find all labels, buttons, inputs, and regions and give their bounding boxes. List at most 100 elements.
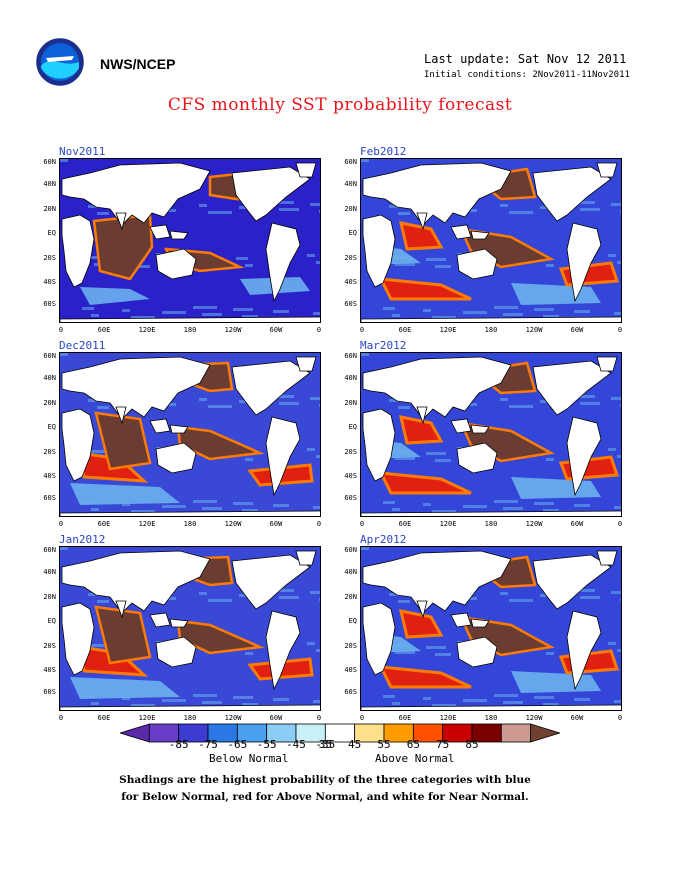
forecast-panel: Jan2012 60N 40N 20N EQ 20S 40S 60S 0 60E 120E 180 12… [43, 533, 321, 722]
lat-tick-label: 20S [43, 642, 56, 650]
lon-tick-label: 60E [398, 520, 412, 528]
lon-tick-label: 60W [570, 326, 584, 334]
lon-tick-label: 120E [138, 520, 156, 528]
last-update: Last update: Sat Nov 12 2011 [424, 52, 627, 66]
lon-tick-label: 60W [269, 714, 283, 722]
legend-tick-label: 35 [318, 738, 332, 751]
lat-tick-label: 60N [43, 352, 56, 360]
lon-tick-label: 0 [359, 714, 365, 722]
lon-tick-label: 120E [439, 714, 457, 722]
lat-tick-label: 20N [344, 205, 357, 213]
lon-tick-label: 120W [525, 714, 543, 722]
color-legend-labels: -85 -75 -65 -55 -45 -35 35 45 55 65 75 85 [0, 738, 680, 752]
panel-title: Mar2012 [360, 339, 407, 352]
lat-tick-label: 40S [43, 278, 56, 286]
lon-tick-label: 0 [359, 326, 365, 334]
forecast-panel: Dec2011 60N 40N 20N EQ 20S 40S 60S 0 60E 120E 180 12… [43, 339, 321, 528]
panel-title: Apr2012 [360, 533, 407, 546]
legend-tick-label: 45 [348, 738, 362, 751]
lat-tick-label: 60S [344, 688, 357, 696]
initial-conditions: Initial conditions: 2Nov2011-11Nov2011 [424, 70, 630, 80]
panel-title: Feb2012 [360, 145, 407, 158]
sst-map [361, 353, 621, 516]
legend-tick-label: -75 [198, 738, 218, 751]
forecast-panel: Feb2012 60N 40N 20N EQ 20S 40S 60S 0 60E 120E 180 12… [344, 145, 622, 334]
lon-tick-label: 120E [138, 326, 156, 334]
lon-tick-label: 60W [269, 326, 283, 334]
lat-tick-label: 60S [344, 494, 357, 502]
lat-tick-label: 20S [43, 448, 56, 456]
color-legend-bar [120, 723, 560, 743]
legend-tick-label: -55 [256, 738, 277, 751]
lat-tick-label: 40N [344, 568, 357, 576]
lon-tick-label: 180 [484, 520, 498, 528]
sst-map [361, 547, 621, 710]
lat-tick-label: 40N [344, 180, 357, 188]
map-frame [59, 158, 321, 323]
lon-tick-label: 0 [617, 326, 623, 334]
lon-tick-label: 120E [439, 520, 457, 528]
lon-tick-label: 0 [58, 520, 64, 528]
lon-tick-label: 0 [617, 714, 623, 722]
lon-tick-label: 120W [525, 326, 543, 334]
lon-tick-label: 60E [97, 520, 111, 528]
lon-tick-label: 60W [269, 520, 283, 528]
legend-arrow-high [530, 723, 560, 743]
lon-tick-label: 60E [97, 714, 111, 722]
lat-tick-label: 40S [344, 472, 357, 480]
noaa-logo [36, 38, 84, 86]
panel-title: Dec2011 [59, 339, 106, 352]
lon-tick-label: 0 [316, 326, 322, 334]
caption-line-1: Shadings are the highest probability of … [119, 774, 531, 786]
lat-tick-label: 60N [43, 546, 56, 554]
lat-tick-label: 40S [43, 472, 56, 480]
lat-tick-label: EQ [348, 229, 357, 237]
lat-tick-label: 20S [344, 642, 357, 650]
sst-map [60, 547, 320, 710]
lat-tick-label: 60S [344, 300, 357, 308]
lon-tick-label: 0 [359, 520, 365, 528]
lat-tick-label: 60S [43, 494, 56, 502]
legend-tick-label: -85 [168, 738, 189, 751]
below-normal-label: Below Normal [209, 752, 289, 765]
lon-tick-label: 180 [484, 714, 498, 722]
lat-tick-label: 40S [344, 666, 357, 674]
organization-label: NWS/NCEP [100, 56, 176, 72]
legend-tick-label: 75 [436, 738, 450, 751]
legend-tick-label: 65 [406, 738, 420, 751]
map-frame [360, 158, 622, 323]
lon-tick-label: 120W [224, 520, 242, 528]
lat-tick-label: 40S [43, 666, 56, 674]
lon-tick-label: 120E [439, 326, 457, 334]
lat-tick-label: 40N [43, 180, 56, 188]
panel-title: Jan2012 [59, 533, 106, 546]
lat-tick-label: 20S [43, 254, 56, 262]
forecast-panel: Mar2012 60N 40N 20N EQ 20S 40S 60S 0 60E 120E 180 12… [344, 339, 622, 528]
lon-tick-label: 180 [183, 714, 197, 722]
lon-tick-label: 120W [224, 326, 242, 334]
lat-tick-label: 20N [43, 205, 56, 213]
lat-tick-label: 20N [344, 593, 357, 601]
lat-tick-label: 40S [344, 278, 357, 286]
page-title: CFS monthly SST probability forecast [167, 95, 513, 115]
lon-tick-label: 0 [58, 714, 64, 722]
legend-tick-label: 55 [377, 738, 391, 751]
lon-tick-label: 0 [617, 520, 623, 528]
lon-tick-label: 120W [525, 520, 543, 528]
map-frame [360, 546, 622, 711]
map-frame [59, 352, 321, 517]
lon-tick-label: 120W [224, 714, 242, 722]
lon-tick-label: 0 [58, 326, 64, 334]
lat-tick-label: 40N [43, 568, 56, 576]
lat-tick-label: EQ [47, 229, 56, 237]
lat-tick-label: 20N [43, 399, 56, 407]
lat-tick-label: 60N [344, 158, 357, 166]
lat-tick-label: EQ [348, 617, 357, 625]
lat-tick-label: EQ [47, 617, 56, 625]
forecast-panel: Nov2011 60N 40N 20N EQ 20S 40S 60S 0 60E 120E 180 12… [43, 145, 321, 334]
lat-tick-label: 20S [344, 448, 357, 456]
lon-tick-label: 60E [398, 714, 412, 722]
lon-tick-label: 60W [570, 520, 584, 528]
lon-tick-label: 180 [183, 520, 197, 528]
lat-tick-label: 40N [344, 374, 357, 382]
